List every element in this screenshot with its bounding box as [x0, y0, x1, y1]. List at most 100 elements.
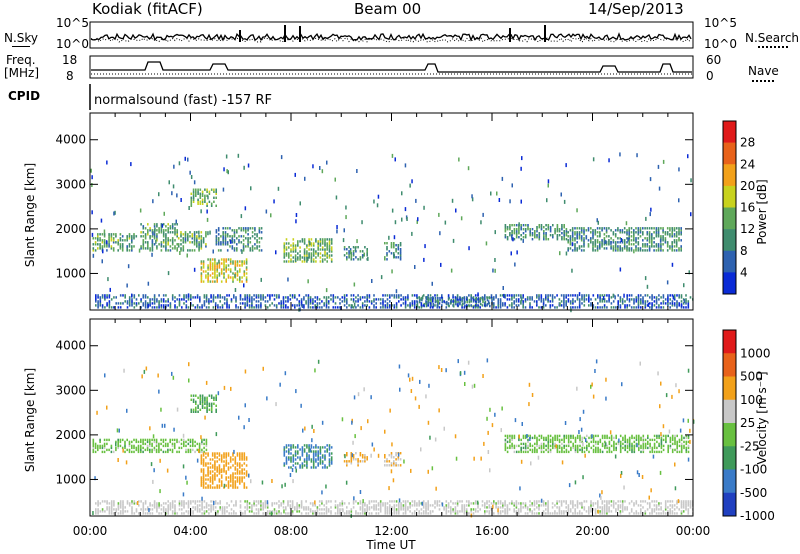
heatmap-cell	[205, 276, 207, 279]
heatmap-cell	[527, 434, 529, 438]
heatmap-cell	[389, 296, 391, 299]
heatmap-cell	[167, 508, 169, 511]
heatmap-cell	[294, 304, 296, 307]
heatmap-cell	[223, 260, 225, 263]
heatmap-cell	[667, 296, 669, 299]
heatmap-cell	[673, 241, 676, 244]
heatmap-cell	[662, 512, 665, 515]
heatmap-cell	[499, 304, 502, 307]
heatmap-cell	[506, 228, 509, 231]
heatmap-cell	[294, 306, 296, 309]
heatmap-cell	[317, 240, 319, 243]
heatmap-cell	[183, 294, 185, 297]
heatmap-cell	[404, 510, 407, 513]
heatmap-cell	[615, 446, 617, 450]
heatmap-cell	[479, 300, 481, 303]
heatmap-cell	[529, 296, 531, 299]
heatmap-cell	[649, 177, 652, 182]
heatmap-cell	[549, 440, 552, 444]
heatmap-cell	[619, 444, 622, 448]
heatmap-cell	[169, 225, 172, 228]
heatmap-cell	[667, 500, 669, 503]
heatmap-cell	[524, 450, 527, 454]
heatmap-cell	[181, 306, 183, 309]
heatmap-cell	[178, 298, 181, 301]
heatmap-cell	[662, 438, 665, 442]
heatmap-cell	[285, 456, 288, 459]
heatmap-cell	[210, 394, 213, 397]
heatmap-cell	[334, 504, 337, 507]
heatmap-cell	[95, 512, 97, 515]
heatmap-cell	[536, 512, 538, 515]
heatmap-cell	[531, 444, 534, 448]
heatmap-cell	[233, 247, 236, 250]
heatmap-cell	[673, 227, 676, 230]
heatmap-cell	[477, 296, 480, 300]
heatmap-cell	[205, 438, 208, 442]
heatmap-cell	[131, 510, 133, 513]
heatmap-cell	[637, 296, 640, 299]
heatmap-cell	[149, 249, 151, 252]
heatmap-cell	[149, 229, 151, 232]
heatmap-cell	[135, 298, 138, 301]
heatmap-cell	[220, 280, 223, 283]
heatmap-cell	[211, 482, 214, 485]
heatmap-cell	[174, 300, 176, 303]
heatmap-cell	[678, 231, 680, 234]
heatmap-cell	[429, 512, 432, 515]
heatmap-cell	[233, 504, 235, 507]
heatmap-cell	[191, 235, 194, 238]
heatmap-cell	[436, 300, 439, 303]
heatmap-cell	[662, 239, 664, 242]
heatmap-cell	[569, 510, 572, 513]
heatmap-cell	[450, 302, 452, 305]
heatmap-cell	[667, 450, 669, 454]
heatmap-cell	[538, 508, 540, 511]
heatmap-cell	[324, 258, 326, 261]
heatmap-cell	[642, 298, 644, 301]
heatmap-cell	[664, 239, 667, 242]
heatmap-cell	[224, 231, 227, 234]
heatmap-cell	[511, 446, 513, 450]
heatmap-cell	[112, 247, 115, 250]
heatmap-cell	[687, 306, 690, 309]
heatmap-cell	[361, 506, 364, 509]
heatmap-cell	[151, 239, 154, 242]
heatmap-cell	[418, 512, 420, 515]
heatmap-cell	[173, 444, 176, 448]
heatmap-cell	[201, 202, 204, 205]
heatmap-cell	[163, 211, 165, 216]
cpid-label: CPID	[8, 89, 41, 103]
heatmap-cell	[318, 512, 321, 515]
heatmap-cell	[126, 300, 129, 303]
heatmap-cell	[122, 502, 124, 505]
heatmap-cell	[515, 228, 518, 231]
heatmap-cell	[601, 300, 604, 303]
heatmap-cell	[317, 244, 319, 247]
heatmap-cell	[518, 226, 520, 229]
heatmap-cell	[187, 249, 189, 252]
heatmap-cell	[246, 500, 249, 503]
heatmap-cell	[126, 245, 128, 248]
heatmap-cell	[310, 242, 313, 245]
heatmap-cell	[223, 456, 225, 459]
heatmap-cell	[208, 302, 210, 305]
heatmap-cell	[608, 502, 610, 505]
heatmap-cell	[395, 296, 398, 299]
heatmap-cell	[307, 296, 310, 299]
heatmap-cell	[423, 257, 425, 262]
heatmap-cell	[149, 298, 151, 301]
heatmap-cell	[373, 306, 375, 309]
heatmap-cell	[638, 448, 640, 452]
heatmap-cell	[138, 294, 140, 297]
heatmap-cell	[330, 246, 333, 249]
heatmap-cell	[229, 484, 232, 487]
heatmap-cell	[99, 444, 101, 448]
heatmap-cell	[201, 192, 204, 195]
heatmap-cell	[184, 241, 187, 244]
heatmap-cell	[619, 434, 622, 438]
heatmap-cell	[208, 408, 211, 411]
heatmap-cell	[569, 241, 572, 244]
heatmap-cell	[299, 458, 301, 461]
heatmap-cell	[228, 512, 230, 515]
